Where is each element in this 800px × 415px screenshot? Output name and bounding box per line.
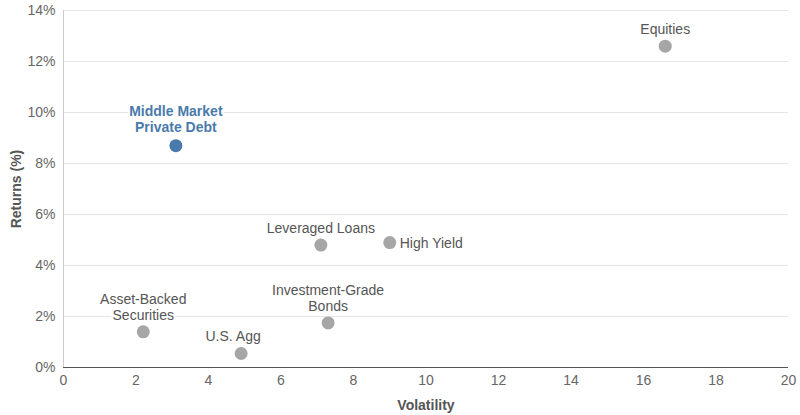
svg-text:8%: 8% [35, 155, 55, 171]
svg-text:Asset-BackedSecurities: Asset-BackedSecurities [100, 291, 186, 323]
svg-text:8: 8 [350, 372, 358, 388]
svg-text:10: 10 [418, 372, 434, 388]
svg-text:14%: 14% [27, 2, 55, 18]
svg-text:Leveraged Loans: Leveraged Loans [267, 220, 375, 236]
svg-text:0: 0 [60, 372, 68, 388]
svg-text:Investment-GradeBonds: Investment-GradeBonds [272, 282, 384, 314]
svg-text:20: 20 [781, 372, 797, 388]
svg-text:2%: 2% [35, 308, 55, 324]
svg-text:6%: 6% [35, 206, 55, 222]
svg-text:10%: 10% [27, 104, 55, 120]
svg-text:4%: 4% [35, 257, 55, 273]
svg-text:12%: 12% [27, 53, 55, 69]
svg-text:16: 16 [636, 372, 652, 388]
svg-text:0%: 0% [35, 359, 55, 375]
svg-text:Volatility: Volatility [397, 397, 455, 413]
svg-text:18: 18 [708, 372, 724, 388]
svg-text:Equities: Equities [640, 21, 690, 37]
svg-text:Middle MarketPrivate Debt: Middle MarketPrivate Debt [129, 103, 223, 135]
svg-text:6: 6 [277, 372, 285, 388]
svg-text:14: 14 [563, 372, 579, 388]
svg-text:12: 12 [491, 372, 507, 388]
svg-text:Returns (%): Returns (%) [8, 150, 24, 229]
svg-text:4: 4 [205, 372, 213, 388]
svg-text:U.S. Agg: U.S. Agg [205, 328, 260, 344]
svg-text:High Yield: High Yield [400, 235, 463, 251]
svg-text:2: 2 [132, 372, 140, 388]
